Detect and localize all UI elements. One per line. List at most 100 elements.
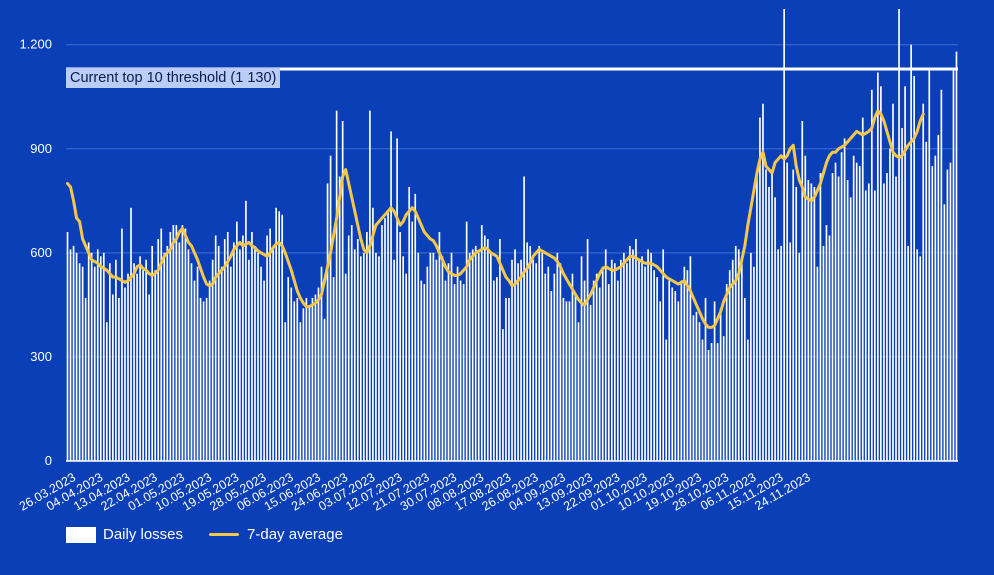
bar [450,252,453,461]
bar [99,256,102,461]
bar [160,228,163,461]
bar [211,259,214,461]
bar [278,211,281,461]
bar [740,259,743,461]
bar [565,301,568,461]
bar [541,252,544,461]
bar [205,297,208,461]
bar [722,336,725,461]
bar [795,186,798,461]
bar [483,235,486,461]
bar [112,294,114,461]
bar [178,242,181,461]
bar [217,245,220,461]
bar [245,200,247,462]
bar [810,183,813,461]
bar [535,263,538,461]
bar [949,162,952,461]
bar [254,245,256,461]
bar [432,252,435,461]
bar [242,235,244,461]
bar [471,249,474,461]
bar [883,183,885,461]
bar [375,252,377,461]
bar [922,103,925,462]
bar [728,270,731,461]
bar [907,245,909,461]
bar [861,117,864,462]
bar [266,235,268,461]
bar [275,207,277,461]
bar [87,242,90,461]
bar [925,141,928,462]
bar [263,280,265,461]
bar [822,245,825,461]
bar [169,232,172,461]
bar [284,322,287,461]
legend: Daily losses 7-day average [66,526,343,543]
legend-label-7-day-average: 7-day average [247,526,343,543]
bar [877,72,879,461]
bar [689,256,692,461]
bar [934,155,937,461]
bar [774,197,776,462]
average-line [66,109,925,329]
bar [747,339,749,461]
bar [90,252,93,461]
bar [72,245,75,461]
bar [538,245,541,461]
bar [759,117,761,462]
bar [359,256,362,461]
bar [511,259,513,461]
bar [323,318,326,461]
bar [287,277,290,461]
bar [127,273,129,461]
bar [601,266,604,461]
bar [184,228,187,461]
bar [931,166,934,461]
bar [662,249,665,461]
bar [81,266,84,461]
y-tick-label: 1.200 [19,37,52,52]
bar [698,322,701,461]
bar [895,176,897,461]
bar [490,252,492,461]
bar [520,259,522,461]
bar [586,238,589,461]
bar [834,162,837,461]
bar [650,252,652,461]
bar [804,155,807,461]
bar [943,204,946,461]
bar [526,242,528,461]
bar [768,186,770,461]
bars [66,9,958,462]
bar [659,301,661,461]
bar [762,103,764,462]
bar [743,297,746,461]
bar [75,252,78,461]
bar [444,280,447,461]
bar [843,138,846,461]
bar [405,273,408,461]
bar [616,280,619,461]
bar [867,183,870,461]
bar [390,131,392,461]
bar [136,273,138,461]
bar [514,249,516,461]
bar [493,280,495,461]
bar [674,291,677,461]
bar [556,252,559,461]
bar [704,297,707,461]
bar [629,245,631,461]
bar [109,263,111,461]
bar [789,242,792,461]
bar [864,190,867,461]
bar [363,252,365,461]
bar [692,315,695,461]
bar [142,270,144,461]
bar [96,249,99,461]
bar [326,183,329,461]
bar [223,238,226,461]
bar [435,259,438,461]
